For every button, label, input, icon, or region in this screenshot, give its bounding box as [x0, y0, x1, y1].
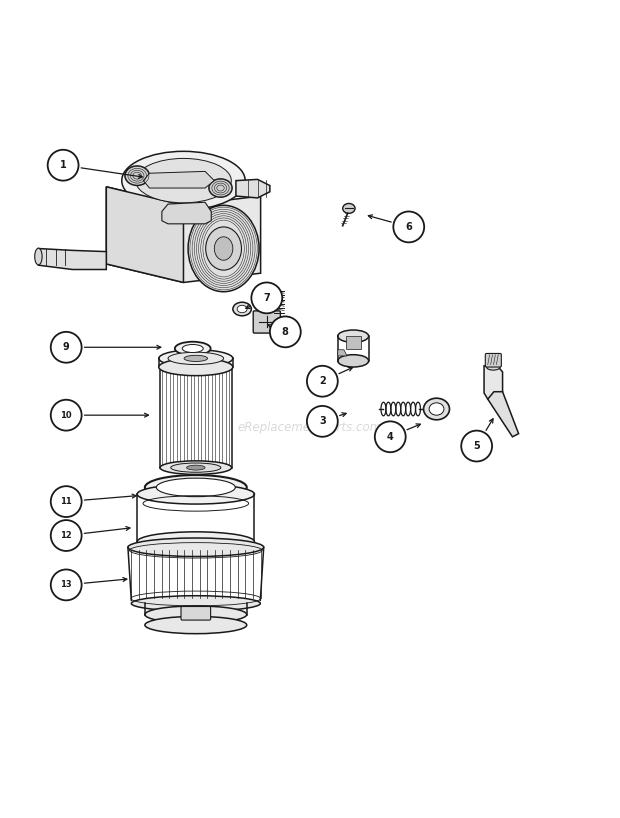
FancyBboxPatch shape — [181, 606, 211, 620]
Text: eReplacementParts.com: eReplacementParts.com — [238, 421, 382, 434]
Circle shape — [51, 520, 82, 551]
Ellipse shape — [338, 330, 369, 343]
Ellipse shape — [35, 248, 42, 265]
Ellipse shape — [160, 461, 232, 474]
Polygon shape — [143, 171, 215, 188]
Ellipse shape — [145, 606, 247, 623]
Circle shape — [307, 406, 338, 437]
Ellipse shape — [159, 350, 233, 367]
Circle shape — [375, 421, 405, 452]
Ellipse shape — [184, 355, 208, 362]
Ellipse shape — [122, 151, 245, 210]
Text: 8: 8 — [282, 327, 289, 337]
Ellipse shape — [343, 204, 355, 213]
Text: 7: 7 — [264, 293, 270, 303]
Ellipse shape — [423, 398, 450, 420]
Text: 9: 9 — [63, 342, 69, 353]
Ellipse shape — [338, 355, 369, 367]
Ellipse shape — [209, 179, 232, 197]
Ellipse shape — [145, 617, 247, 634]
Text: 5: 5 — [473, 441, 480, 451]
Ellipse shape — [237, 305, 247, 312]
Ellipse shape — [136, 159, 231, 203]
Text: 2: 2 — [319, 376, 326, 386]
Ellipse shape — [125, 166, 149, 186]
Text: 3: 3 — [319, 416, 326, 426]
Circle shape — [51, 400, 82, 430]
Circle shape — [51, 486, 82, 517]
Ellipse shape — [215, 236, 233, 260]
Text: 4: 4 — [387, 432, 394, 442]
Ellipse shape — [137, 484, 254, 504]
Ellipse shape — [206, 227, 241, 270]
Circle shape — [307, 366, 338, 397]
Text: 1: 1 — [60, 160, 66, 170]
Text: 10: 10 — [60, 411, 72, 420]
Text: 13: 13 — [60, 581, 72, 590]
Polygon shape — [236, 179, 270, 198]
Circle shape — [51, 332, 82, 362]
Ellipse shape — [487, 364, 500, 370]
Ellipse shape — [233, 302, 251, 316]
Ellipse shape — [131, 596, 260, 611]
FancyBboxPatch shape — [253, 311, 280, 333]
Ellipse shape — [170, 463, 221, 472]
Circle shape — [461, 430, 492, 461]
Polygon shape — [106, 187, 184, 282]
FancyBboxPatch shape — [485, 353, 502, 367]
Ellipse shape — [159, 358, 233, 375]
Text: 6: 6 — [405, 222, 412, 232]
Polygon shape — [38, 249, 106, 269]
Circle shape — [251, 282, 282, 313]
Polygon shape — [346, 336, 361, 348]
Polygon shape — [488, 392, 518, 437]
Ellipse shape — [137, 532, 254, 551]
Circle shape — [51, 569, 82, 600]
Ellipse shape — [188, 205, 259, 292]
Ellipse shape — [187, 465, 205, 470]
Text: 12: 12 — [60, 531, 72, 540]
Ellipse shape — [128, 538, 264, 556]
Polygon shape — [106, 187, 260, 282]
Polygon shape — [162, 202, 211, 224]
Polygon shape — [338, 350, 347, 356]
Ellipse shape — [156, 479, 236, 497]
Ellipse shape — [182, 344, 203, 353]
Circle shape — [393, 212, 424, 242]
Ellipse shape — [145, 475, 247, 500]
Ellipse shape — [175, 342, 211, 355]
Text: 11: 11 — [60, 497, 72, 506]
Ellipse shape — [168, 353, 224, 365]
Circle shape — [270, 317, 301, 348]
Polygon shape — [484, 365, 503, 399]
Ellipse shape — [429, 402, 444, 416]
Circle shape — [48, 150, 79, 181]
